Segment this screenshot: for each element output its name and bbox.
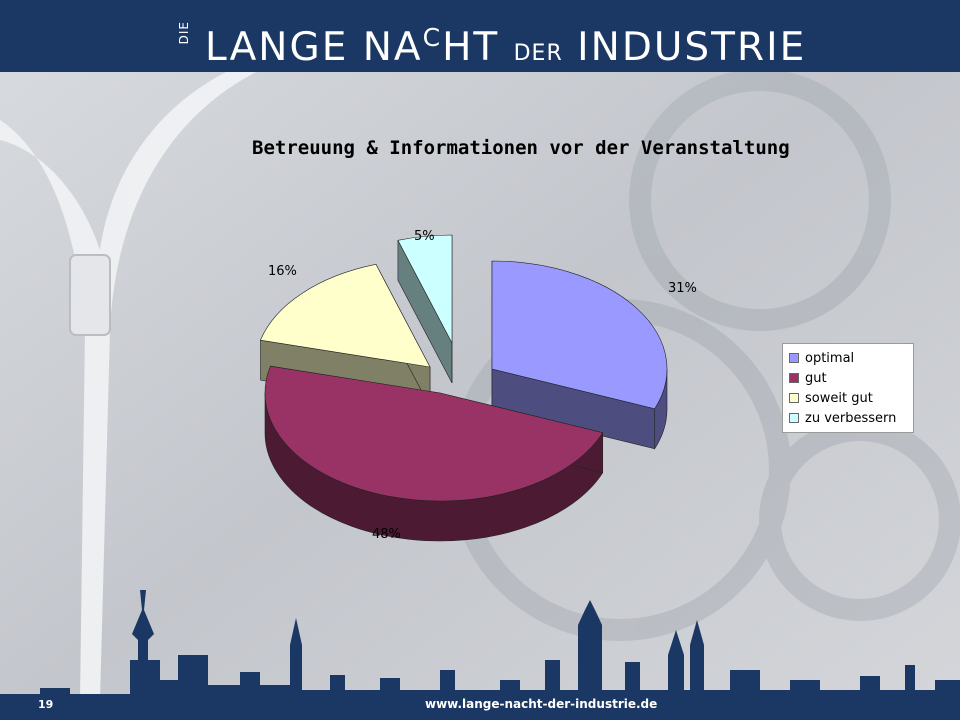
legend-label-optimal: optimal	[805, 350, 855, 366]
data-label-gut: 48%	[372, 527, 401, 542]
legend-swatch-zu-verbessern	[789, 413, 799, 423]
brand-logo: DIE LANGE NACHT DER INDUSTRIE	[0, 14, 960, 70]
brand-wordmark: LANGE NACHT DER INDUSTRIE	[205, 16, 806, 76]
header-bar: DIE LANGE NACHT DER INDUSTRIE	[0, 0, 960, 72]
pie-slice-zu-verbessern	[397, 234, 453, 344]
zipper-decoration	[0, 70, 260, 700]
legend-label-soweit-gut: soweit gut	[805, 390, 873, 406]
chart-title: Betreuung & Informationen vor der Verans…	[252, 137, 790, 159]
pie-slice-optimal	[491, 260, 668, 410]
legend-swatch-soweit-gut	[789, 393, 799, 403]
brand-der: DER	[513, 41, 563, 66]
data-label-soweit-gut: 16%	[268, 264, 297, 279]
brand-c: C	[422, 23, 443, 52]
legend-label-zu-verbessern: zu verbessern	[805, 410, 897, 426]
legend-swatch-gut	[789, 373, 799, 383]
legend-item-gut: gut	[789, 368, 907, 388]
footer-url: www.lange-nacht-der-industrie.de	[425, 697, 658, 711]
chart-legend: optimal gut soweit gut zu verbessern	[782, 343, 914, 433]
legend-item-soweit-gut: soweit gut	[789, 388, 907, 408]
data-label-zu-verbessern: 5%	[414, 229, 435, 244]
brand-part-2: HT	[442, 25, 514, 70]
city-skyline	[0, 590, 960, 720]
slide-number: 19	[38, 698, 54, 711]
legend-item-optimal: optimal	[789, 348, 907, 368]
brand-part-3: INDUSTRIE	[562, 25, 807, 70]
data-label-optimal: 31%	[668, 281, 697, 296]
legend-label-gut: gut	[805, 370, 827, 386]
legend-swatch-optimal	[789, 353, 799, 363]
brand-part-1: LANGE NA	[205, 25, 423, 70]
pie-slice-soweit-gut	[260, 263, 431, 368]
legend-item-zu-verbessern: zu verbessern	[789, 408, 907, 428]
pie-slice-gut	[264, 365, 604, 502]
